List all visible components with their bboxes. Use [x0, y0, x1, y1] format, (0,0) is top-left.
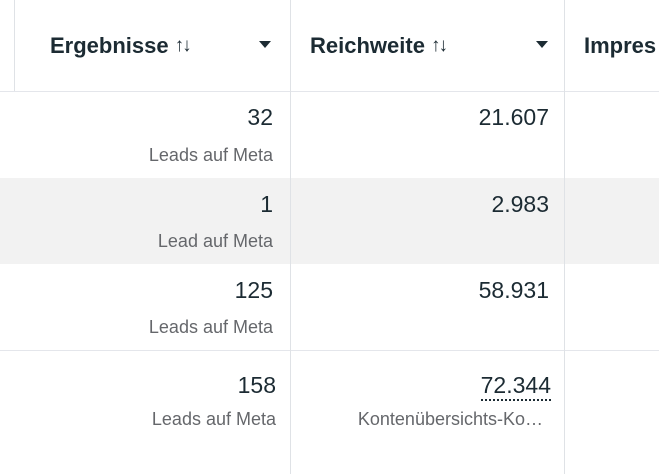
table-row[interactable]: 32 Leads auf Meta 21.607	[0, 92, 659, 178]
results-total-type: Leads auf Meta	[151, 409, 276, 429]
summary-row: 158 Leads auf Meta 72.344 Kontenübersich…	[0, 351, 659, 474]
results-value: 32	[247, 104, 273, 130]
column-header-reichweite[interactable]: Reichweite ↑↓	[310, 0, 448, 91]
reach-value: 21.607	[478, 104, 549, 130]
results-value: 125	[234, 277, 273, 303]
reach-total-value[interactable]: 72.344	[480, 372, 551, 401]
results-type: Leads auf Meta	[148, 317, 273, 337]
reach-total[interactable]: 72.344	[480, 372, 551, 401]
column-resize-handle[interactable]	[290, 0, 291, 474]
divider	[14, 0, 15, 91]
column-resize-handle[interactable]	[564, 0, 565, 474]
table-header: Ergebnisse ↑↓ Reichweite ↑↓ Impres	[0, 0, 659, 91]
column-header-label: Impres	[584, 32, 657, 58]
column-header-label: Ergebnisse	[50, 32, 169, 58]
dropdown-icon[interactable]	[536, 41, 548, 48]
reach-value: 58.931	[478, 277, 549, 303]
reach-total-type: Kontenübersichts-Ko…	[357, 409, 543, 429]
reach-value: 2.983	[491, 191, 549, 217]
divider	[0, 350, 659, 351]
column-header-label: Reichweite	[310, 32, 425, 58]
column-header-impressionen[interactable]: Impres	[584, 0, 656, 91]
table-row[interactable]: 1 Lead auf Meta 2.983	[0, 178, 659, 264]
dropdown-icon[interactable]	[259, 41, 271, 48]
sort-icon[interactable]: ↑↓	[430, 34, 448, 56]
results-type: Lead auf Meta	[157, 231, 273, 251]
column-header-ergebnisse[interactable]: Ergebnisse ↑↓	[50, 0, 192, 91]
results-value: 1	[260, 191, 273, 217]
table-row[interactable]: 125 Leads auf Meta 58.931	[0, 264, 659, 350]
results-type: Leads auf Meta	[148, 145, 273, 165]
results-total: 158	[237, 372, 276, 398]
sort-icon[interactable]: ↑↓	[174, 34, 192, 56]
divider	[0, 91, 659, 92]
